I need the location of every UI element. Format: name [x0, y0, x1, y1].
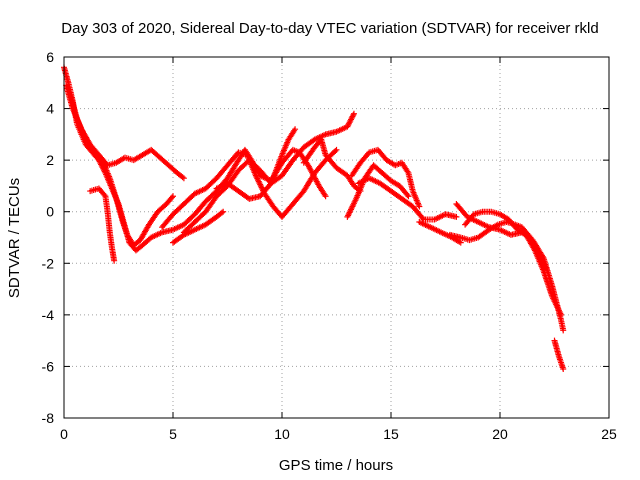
data-point: [170, 193, 176, 200]
y-tick-label: 6: [46, 49, 54, 65]
y-tick-label: 4: [46, 101, 54, 117]
data-point: [332, 147, 339, 154]
series-track-5: [159, 146, 340, 231]
y-tick-label: -8: [42, 410, 55, 426]
data-points: [61, 64, 567, 373]
y-tick-label: -2: [42, 255, 55, 271]
y-tick-label: -4: [42, 307, 55, 323]
data-point: [457, 239, 464, 246]
data-point: [560, 327, 567, 334]
x-tick-label: 25: [601, 426, 617, 442]
series-track-11: [348, 146, 423, 210]
grid: [64, 57, 609, 418]
x-tick-label: 0: [60, 426, 68, 442]
data-point: [350, 110, 357, 117]
x-tick-label: 10: [274, 426, 290, 442]
data-point: [419, 215, 426, 222]
chart-title: Day 303 of 2020, Sidereal Day-to-day VTE…: [61, 20, 598, 37]
series-track-10: [344, 162, 412, 220]
plot-frame: [63, 56, 610, 419]
y-tick-label: 2: [46, 152, 54, 168]
data-point: [322, 193, 329, 200]
data-point: [179, 174, 186, 181]
x-tick-label: 15: [383, 426, 399, 442]
series-track-8: [213, 126, 299, 202]
data-point: [542, 265, 549, 272]
x-tick-label: 20: [492, 426, 508, 442]
data-point: [220, 208, 227, 215]
data-point: [168, 194, 175, 201]
series-track-6: [180, 110, 357, 236]
data-point: [558, 311, 565, 318]
y-tick-label: -6: [42, 358, 55, 374]
series-track-16: [446, 219, 549, 272]
y-tick-label: 0: [46, 204, 54, 220]
data-point: [111, 257, 118, 264]
x-axis-title: GPS time / hours: [279, 457, 393, 474]
data-point: [333, 146, 340, 153]
data-point: [405, 193, 412, 200]
series-track-7: [170, 208, 227, 246]
data-point: [404, 191, 411, 198]
data-point: [560, 366, 567, 373]
series-track-17: [551, 337, 567, 373]
data-point: [453, 213, 460, 220]
series-track-4: [87, 185, 118, 264]
series-track-15: [462, 208, 565, 318]
data-point: [292, 126, 299, 133]
data-point: [218, 209, 225, 216]
series-track-9: [300, 136, 364, 195]
data-point: [416, 203, 423, 210]
series-track-3: [63, 82, 176, 249]
x-tick-label: 5: [169, 426, 177, 442]
series-track-13: [416, 219, 464, 246]
data-point: [180, 175, 187, 182]
y-axis-title: SDTVAR / TECUs: [6, 178, 23, 298]
data-point: [101, 191, 108, 198]
series-track-12: [355, 175, 460, 223]
